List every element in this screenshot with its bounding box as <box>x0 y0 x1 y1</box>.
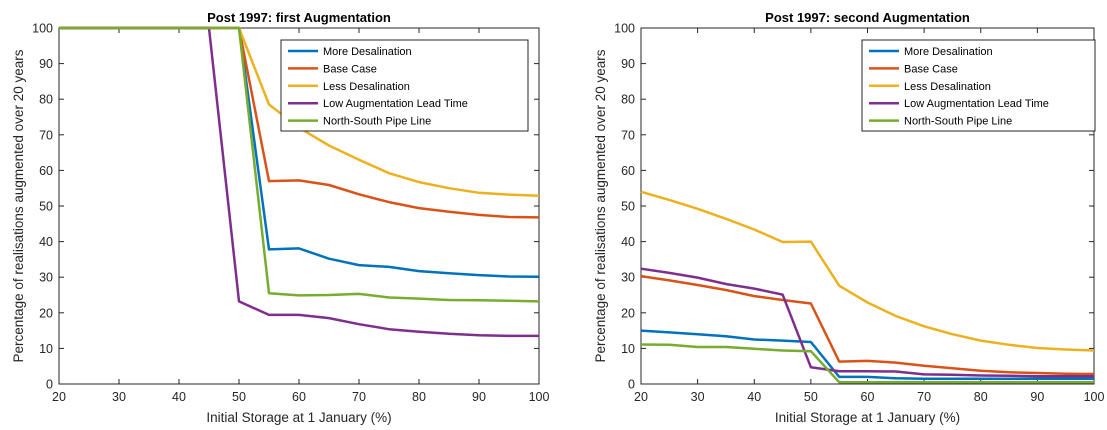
legend-label: Less Desalination <box>323 81 410 93</box>
y-tick-label: 40 <box>39 235 53 249</box>
y-tick-label: 10 <box>621 342 635 356</box>
chart-2: 20 30 40 50 60 70 80 90 100 0 10 20 30 40 50 60 70 80 90 10… <box>593 10 1104 425</box>
series-line-1 <box>640 329 1094 380</box>
y-tick-label: 50 <box>39 200 53 214</box>
x-tick-label: 20 <box>52 390 66 404</box>
x-tick-label: 90 <box>472 390 486 404</box>
series-line-5 <box>59 26 540 303</box>
x-tick-label: 70 <box>917 390 931 404</box>
series-line-5 <box>640 343 1094 384</box>
legend-box <box>280 39 529 132</box>
series-line-4 <box>640 267 1094 378</box>
y-tick-label: 90 <box>621 57 635 71</box>
y-tick-label: 10 <box>39 342 53 356</box>
y-tick-label: 0 <box>628 378 635 392</box>
y-tick-label: 70 <box>39 128 53 142</box>
x-tick-label: 60 <box>861 390 875 404</box>
legend-label: Base Case <box>323 63 377 75</box>
x-tick-label: 70 <box>352 390 366 404</box>
x-axis-label: Initial Storage at 1 January (%) <box>206 410 391 425</box>
y-axis-label: Percentage of realisations augmented ove… <box>11 49 26 362</box>
x-tick-label: 80 <box>412 390 426 404</box>
y-tick-label: 80 <box>621 93 635 107</box>
x-tick-label: 100 <box>529 390 550 404</box>
y-tick-label: 70 <box>621 128 635 142</box>
legend-label: Low Augmentation Lead Time <box>904 98 1049 110</box>
y-tick-label: 80 <box>39 93 53 107</box>
x-tick-label: 30 <box>112 390 126 404</box>
chart-title: Post 1997: second Augmentation <box>765 10 970 25</box>
series-line-3 <box>640 190 1095 352</box>
y-tick-label: 100 <box>614 22 635 36</box>
y-tick-label: 30 <box>39 271 53 285</box>
legend-label: North-South Pipe Line <box>323 116 431 128</box>
x-tick-label: 90 <box>1030 390 1044 404</box>
x-tick-label: 80 <box>974 390 988 404</box>
x-tick-label: 40 <box>747 390 761 404</box>
legend: More Desalination Base Case Less Desalinat… <box>280 39 529 132</box>
x-tick-label: 60 <box>292 390 306 404</box>
y-tick-label: 30 <box>621 271 635 285</box>
y-tick-label: 90 <box>39 57 53 71</box>
x-tick-label: 20 <box>634 390 648 404</box>
y-axis-label: Percentage of realisations augmented ove… <box>593 49 608 362</box>
legend-label: More Desalination <box>323 46 412 58</box>
x-tick-label: 40 <box>172 390 186 404</box>
y-tick-label: 60 <box>39 164 53 178</box>
y-tick-label: 60 <box>621 164 635 178</box>
legend-label: North-South Pipe Line <box>904 116 1012 128</box>
chart-1: 20 30 40 50 60 70 80 90 100 0 10 20 30 40 50 60 70 80 90 10… <box>11 10 549 425</box>
legend-box <box>861 39 1096 132</box>
y-tick-label: 40 <box>621 235 635 249</box>
series-line-2 <box>640 274 1095 376</box>
chart-title: Post 1997: first Augmentation <box>207 10 391 25</box>
y-tick-label: 0 <box>46 378 53 392</box>
x-tick-label: 100 <box>1084 390 1105 404</box>
legend-label: Low Augmentation Lead Time <box>323 98 468 110</box>
legend-label: Less Desalination <box>904 81 991 93</box>
x-axis-label: Initial Storage at 1 January (%) <box>775 410 960 425</box>
legend-label: Base Case <box>904 63 958 75</box>
x-tick-label: 50 <box>804 390 818 404</box>
y-tick-label: 100 <box>32 22 53 36</box>
legend: More Desalination Base Case Less Desalinat… <box>861 39 1096 132</box>
x-tick-label: 50 <box>232 390 246 404</box>
x-tick-label: 30 <box>691 390 705 404</box>
y-tick-label: 20 <box>621 306 635 320</box>
y-tick-label: 20 <box>39 306 53 320</box>
y-tick-label: 50 <box>621 200 635 214</box>
legend-label: More Desalination <box>904 46 993 58</box>
